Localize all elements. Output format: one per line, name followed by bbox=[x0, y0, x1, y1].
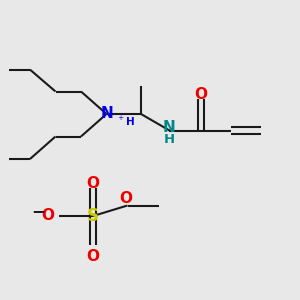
Text: O: O bbox=[86, 249, 100, 264]
Text: O: O bbox=[86, 176, 100, 191]
Text: $^+$H: $^+$H bbox=[116, 115, 136, 128]
Text: S: S bbox=[87, 207, 99, 225]
Text: N: N bbox=[100, 106, 113, 122]
Text: H: H bbox=[164, 133, 175, 146]
Text: O: O bbox=[194, 87, 208, 102]
Text: O: O bbox=[119, 191, 133, 206]
Text: O: O bbox=[41, 208, 54, 224]
Text: −: − bbox=[31, 202, 45, 220]
Text: N: N bbox=[163, 120, 176, 135]
